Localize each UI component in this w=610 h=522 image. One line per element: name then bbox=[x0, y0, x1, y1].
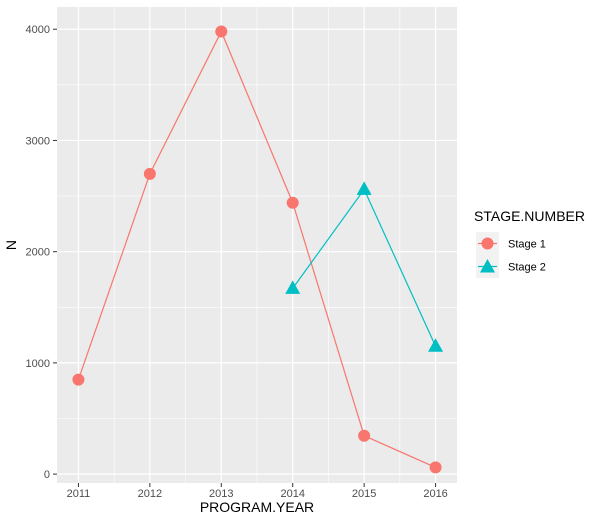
axis-ticks bbox=[53, 28, 437, 487]
stage-1-point bbox=[215, 25, 228, 38]
series-layer bbox=[72, 25, 444, 474]
x-tick-label: 2016 bbox=[423, 488, 447, 500]
y-tick-label: 4000 bbox=[26, 24, 50, 36]
stage-1-point bbox=[72, 373, 85, 386]
stage-1-point bbox=[358, 429, 371, 442]
stage-1-point bbox=[143, 167, 156, 180]
series-stage-2 bbox=[285, 181, 444, 352]
major-gridlines bbox=[57, 7, 457, 483]
x-tick-label: 2014 bbox=[280, 488, 304, 500]
stage-2-point bbox=[428, 338, 444, 352]
stage-1-point bbox=[429, 461, 442, 474]
legend-key-marker bbox=[480, 259, 495, 273]
stage-2-point bbox=[285, 280, 301, 294]
legend-label: Stage 1 bbox=[508, 239, 546, 251]
x-tick-label: 2015 bbox=[352, 488, 376, 500]
legend: STAGE.NUMBER Stage 1 Stage 2 bbox=[474, 208, 585, 278]
y-tick-label: 1000 bbox=[26, 358, 50, 370]
stage-2-point bbox=[356, 181, 372, 195]
minor-gridlines bbox=[57, 7, 457, 483]
legend-item-stage-1: Stage 1 bbox=[476, 232, 546, 255]
x-tick-label: 2012 bbox=[138, 488, 162, 500]
y-axis-tick-labels: 0 1000 2000 3000 4000 bbox=[26, 24, 50, 481]
legend-label: Stage 2 bbox=[508, 262, 546, 274]
stage-1-point bbox=[286, 196, 299, 209]
legend-key-marker bbox=[481, 237, 494, 250]
x-tick-label: 2013 bbox=[209, 488, 233, 500]
y-axis-title: N bbox=[3, 240, 19, 250]
x-axis-tick-labels: 2011 2012 2013 2014 2015 2016 bbox=[67, 488, 448, 500]
x-axis-title: PROGRAM.YEAR bbox=[200, 499, 314, 515]
y-tick-label: 0 bbox=[44, 469, 50, 481]
legend-item-stage-2: Stage 2 bbox=[476, 255, 546, 278]
y-tick-label: 3000 bbox=[26, 135, 50, 147]
legend-items: Stage 1 Stage 2 bbox=[476, 232, 546, 278]
legend-title: STAGE.NUMBER bbox=[474, 208, 585, 224]
x-tick-label: 2011 bbox=[67, 488, 91, 500]
stage-1-line bbox=[77, 30, 436, 468]
series-stage-1 bbox=[72, 25, 442, 474]
y-tick-label: 2000 bbox=[26, 247, 50, 259]
